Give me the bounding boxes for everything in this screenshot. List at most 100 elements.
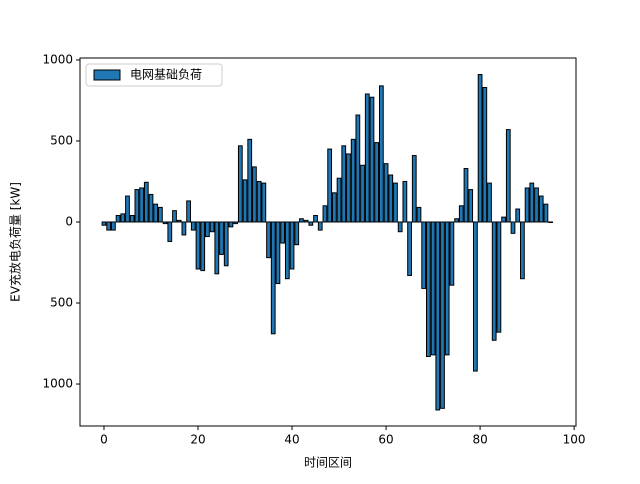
bar (430, 221, 436, 356)
bar (458, 205, 464, 223)
bar (364, 93, 370, 223)
bar (402, 180, 408, 223)
bar (303, 219, 309, 223)
bar (529, 182, 535, 223)
bar (270, 221, 276, 335)
x-tick-label: 100 (563, 433, 586, 447)
bar (397, 221, 403, 233)
bar (327, 148, 333, 223)
bar (252, 166, 257, 223)
bar (336, 177, 342, 223)
bar (266, 221, 271, 259)
bar (115, 215, 121, 223)
bar (313, 215, 318, 223)
bar (148, 193, 154, 223)
bar (421, 221, 427, 289)
bar (322, 205, 328, 223)
bar (505, 129, 511, 223)
x-tick-label: 20 (190, 433, 205, 447)
bar (176, 219, 182, 223)
x-tick-label: 60 (378, 433, 393, 447)
bar (482, 86, 488, 223)
y-tick-label: 1000 (42, 377, 73, 391)
bar (106, 221, 112, 231)
bar (162, 221, 168, 225)
plot-frame (79, 57, 577, 427)
bar (416, 206, 422, 223)
bar (275, 221, 281, 285)
bar (167, 221, 173, 242)
bar (209, 221, 215, 233)
bar (284, 221, 290, 280)
x-axis-label: 时间区间 (304, 456, 352, 470)
bar (143, 181, 149, 223)
bar (374, 142, 380, 223)
bar (172, 210, 177, 223)
bar (449, 221, 455, 286)
bar (219, 221, 224, 255)
bar (360, 164, 365, 223)
bar (388, 174, 394, 223)
bar (200, 221, 206, 272)
bar (214, 221, 220, 275)
y-tick-label: 1000 (42, 52, 73, 66)
bar (444, 221, 450, 356)
bar (407, 221, 412, 276)
bar (378, 85, 384, 223)
bar (195, 221, 201, 270)
bar (101, 221, 107, 226)
bar (491, 221, 497, 341)
bar (181, 221, 187, 236)
bar (331, 192, 337, 223)
bar (153, 203, 159, 223)
bar (261, 182, 267, 223)
bar (369, 96, 375, 223)
x-tick-label: 0 (100, 433, 108, 447)
bar (548, 221, 553, 223)
bar (355, 114, 361, 223)
x-tick-label: 40 (284, 433, 299, 447)
bar (228, 221, 234, 228)
legend-label: 电网基础负荷 (130, 68, 202, 82)
bar (233, 221, 238, 225)
bar (383, 163, 389, 223)
bar (125, 195, 130, 223)
bar (237, 145, 243, 223)
bar (346, 153, 351, 223)
bar (158, 206, 163, 223)
bar (463, 168, 469, 223)
bar (294, 221, 300, 246)
bar (223, 221, 229, 267)
bar (496, 221, 502, 333)
bar (440, 221, 445, 409)
bar (477, 74, 483, 223)
bar (524, 187, 530, 223)
bar (425, 221, 431, 357)
bar (393, 182, 398, 223)
bar (280, 221, 286, 244)
bar (543, 203, 549, 223)
bar (520, 221, 525, 280)
bar (129, 215, 135, 223)
bar (110, 221, 116, 231)
bar (411, 155, 417, 223)
bar (256, 180, 262, 223)
bar (473, 221, 478, 372)
x-tick-label: 80 (472, 433, 487, 447)
bar (435, 221, 441, 411)
bar (468, 189, 474, 223)
bar (317, 221, 323, 231)
bar (501, 216, 506, 223)
bar (247, 138, 253, 223)
bar (510, 221, 516, 234)
bar (186, 200, 191, 223)
bar (350, 138, 356, 223)
y-tick-label: 500 (50, 133, 73, 147)
bar (242, 179, 248, 223)
y-axis-label: EV充放电负荷量 [kW] (8, 182, 23, 302)
bar (534, 187, 539, 223)
bar (341, 145, 347, 223)
bar (289, 221, 295, 270)
bar (299, 218, 304, 223)
